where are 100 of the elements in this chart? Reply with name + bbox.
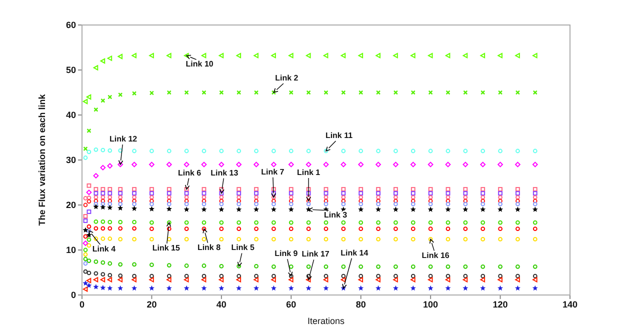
point — [236, 206, 242, 212]
point — [218, 206, 224, 212]
point — [107, 204, 113, 210]
point — [201, 285, 207, 291]
point — [100, 202, 106, 206]
point — [236, 285, 242, 291]
point — [86, 228, 92, 233]
point — [498, 202, 502, 206]
point — [86, 183, 92, 188]
point — [118, 195, 123, 200]
point — [236, 264, 242, 268]
x-tick-label: 80 — [356, 299, 366, 310]
point — [480, 90, 486, 95]
point — [446, 226, 450, 232]
point — [463, 202, 468, 206]
point — [446, 220, 450, 225]
point — [288, 206, 294, 212]
point — [515, 90, 520, 95]
point — [394, 148, 398, 154]
point — [323, 162, 329, 168]
point — [118, 202, 123, 206]
point — [446, 264, 450, 269]
point — [272, 198, 276, 204]
point — [94, 147, 98, 152]
point — [532, 237, 538, 242]
point — [532, 148, 538, 154]
point — [393, 277, 398, 282]
point — [254, 264, 258, 268]
point — [516, 148, 520, 154]
point — [132, 274, 136, 278]
point — [306, 90, 311, 95]
x-axis-title: Iterations — [307, 316, 346, 326]
annotation: Link 1 — [297, 168, 321, 177]
point — [410, 274, 416, 278]
point — [100, 226, 106, 231]
point — [236, 191, 242, 196]
point — [324, 220, 328, 225]
point — [202, 198, 206, 204]
point — [446, 187, 450, 192]
point — [341, 274, 346, 278]
point — [498, 220, 502, 225]
point — [86, 199, 92, 204]
point — [428, 195, 433, 200]
point — [118, 148, 123, 153]
point — [532, 162, 538, 168]
x-tick-label: 140 — [562, 299, 578, 310]
point — [341, 195, 346, 200]
point — [480, 274, 486, 278]
point — [532, 220, 538, 225]
point — [446, 148, 450, 154]
point — [82, 280, 88, 286]
annotation: Link 17 — [302, 250, 330, 259]
point — [323, 285, 329, 291]
point — [83, 252, 88, 257]
point — [428, 206, 434, 212]
point — [83, 269, 88, 274]
point — [166, 90, 172, 95]
point — [462, 162, 468, 168]
point — [410, 187, 416, 192]
point — [132, 202, 136, 206]
point — [254, 195, 258, 200]
point — [219, 148, 224, 154]
point — [94, 226, 98, 231]
point — [288, 285, 294, 291]
point — [288, 237, 294, 242]
point — [446, 274, 450, 278]
point — [394, 198, 398, 204]
point — [463, 148, 468, 154]
point — [532, 202, 538, 206]
point — [480, 277, 486, 282]
point — [254, 90, 259, 95]
point — [100, 260, 106, 265]
y-tick-label: 10 — [66, 245, 76, 256]
point — [498, 53, 502, 58]
point — [94, 219, 98, 224]
point — [166, 285, 172, 291]
point — [463, 187, 468, 192]
point — [132, 162, 137, 168]
annotation: Link 16 — [422, 251, 450, 260]
point — [82, 240, 88, 246]
point — [480, 237, 486, 242]
point — [516, 187, 520, 192]
point — [86, 232, 92, 238]
point — [218, 162, 224, 168]
point — [394, 237, 398, 242]
point — [358, 90, 364, 95]
point — [202, 191, 206, 196]
point — [166, 187, 172, 192]
point — [184, 206, 190, 212]
point — [83, 248, 88, 252]
point — [340, 277, 346, 282]
point — [394, 274, 398, 278]
point — [532, 195, 538, 200]
point — [219, 191, 224, 196]
point — [394, 191, 398, 196]
annotation: Link 12 — [110, 134, 138, 144]
point — [376, 206, 382, 212]
point — [324, 237, 328, 242]
point — [376, 53, 380, 58]
point — [446, 195, 450, 200]
